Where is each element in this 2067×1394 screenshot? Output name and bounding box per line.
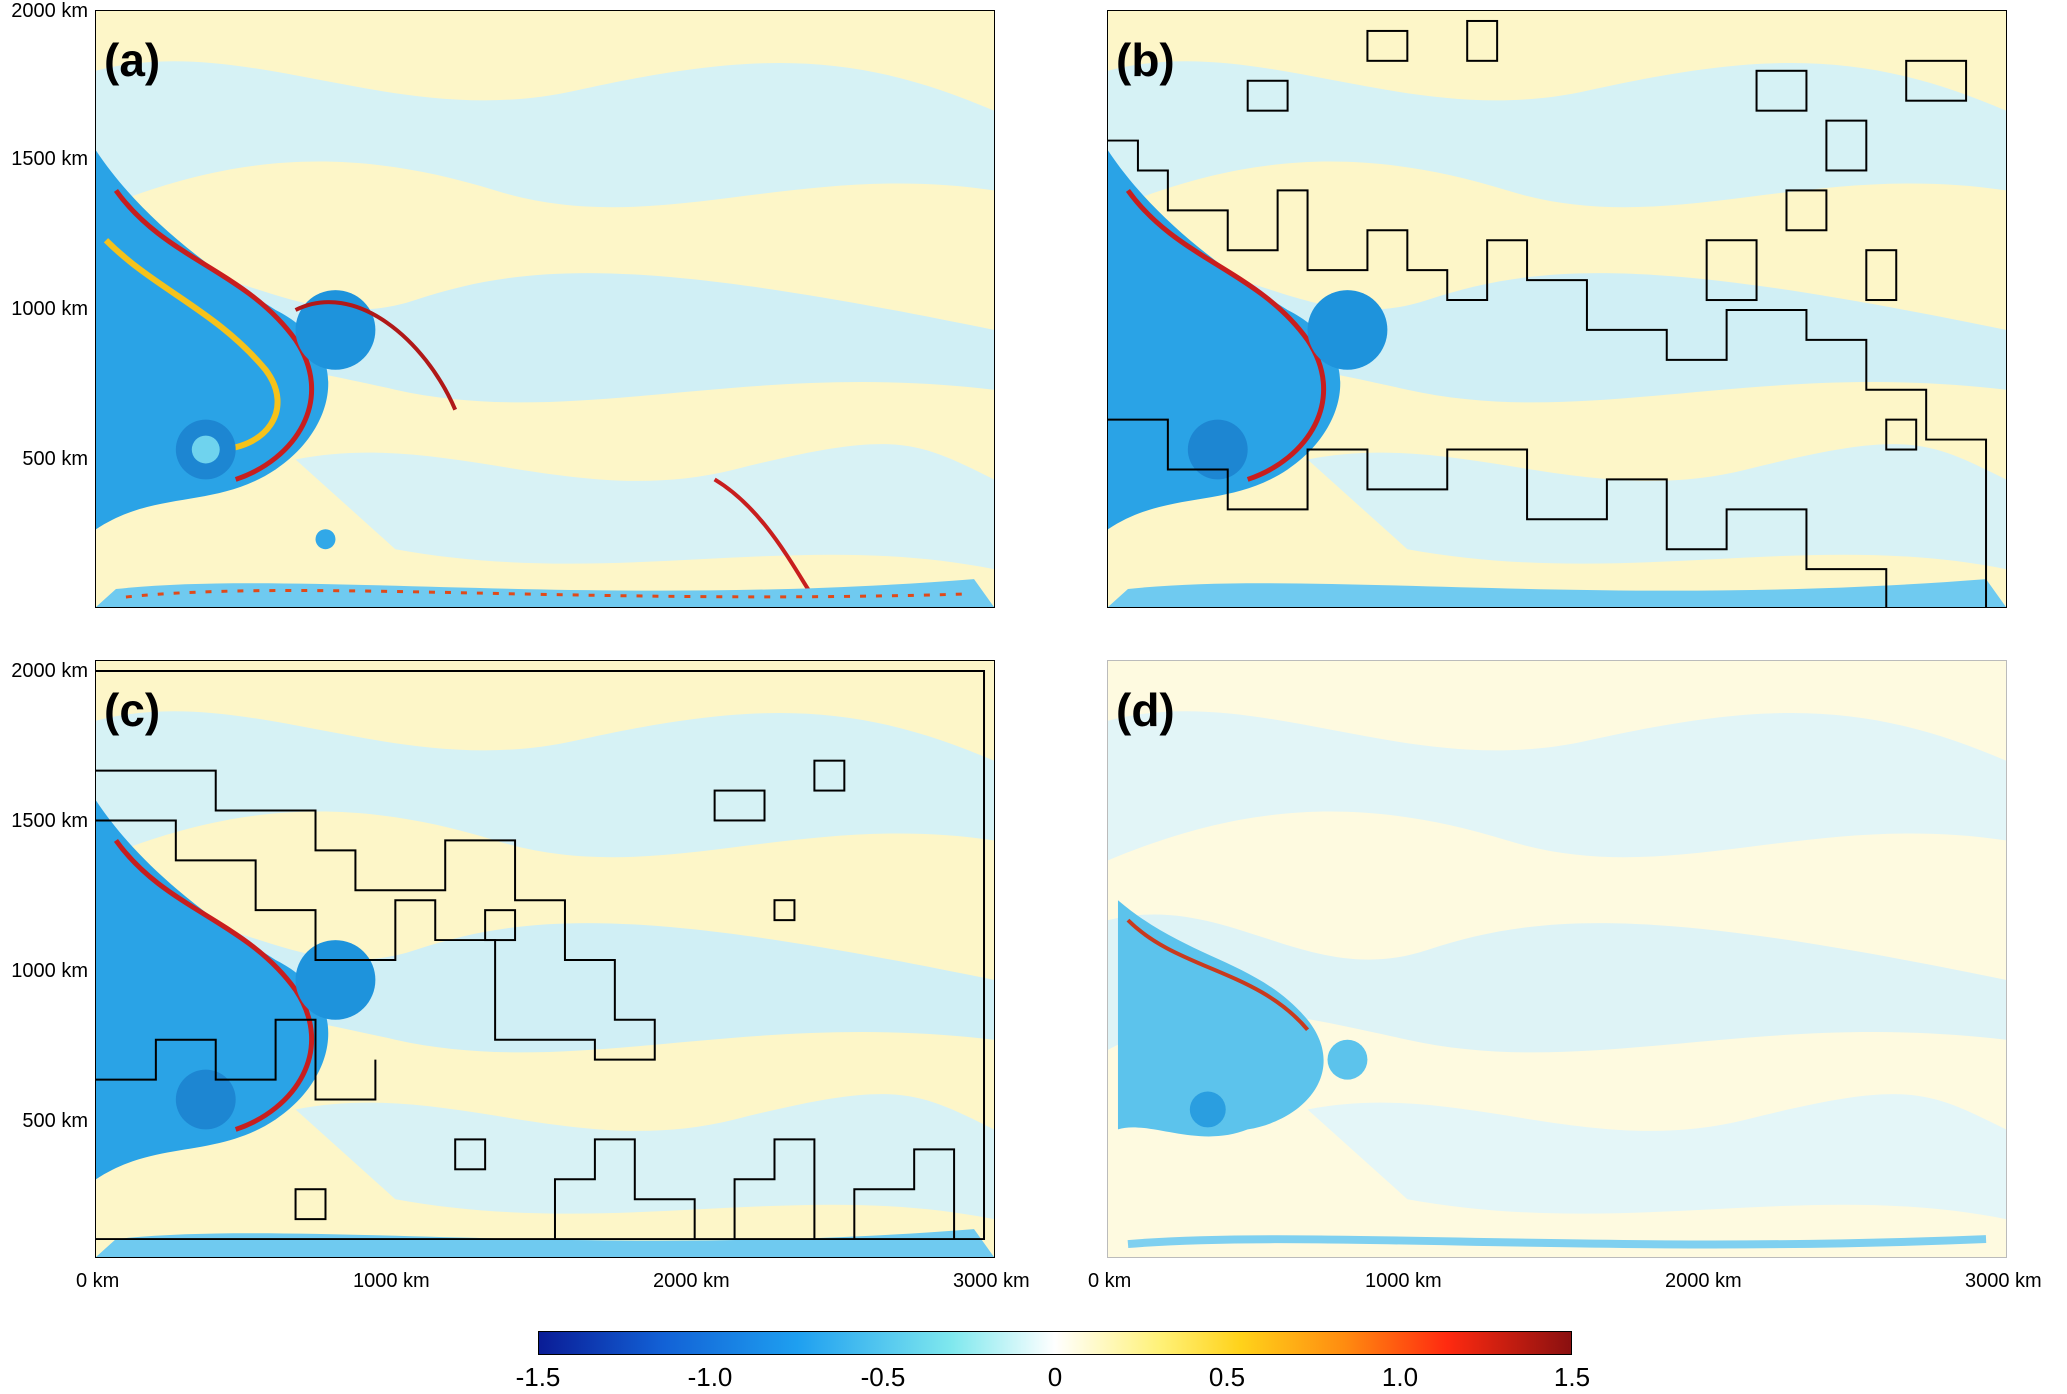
panel-label: (a): [104, 34, 161, 86]
y-tick-label: 1500 km: [11, 148, 88, 170]
x-tick-label: 3000 km: [953, 1270, 1030, 1292]
y-tick-label: 500 km: [22, 1110, 88, 1132]
panel-d: (d): [1107, 660, 2007, 1258]
colorbar-tick: 1.5: [1553, 1362, 1591, 1392]
region-outline: [96, 669, 986, 1241]
colorbar-tick: -1.0: [687, 1362, 733, 1392]
panel-label: (c): [104, 684, 161, 736]
y-tick-label: 2000 km: [11, 0, 88, 22]
y-tick-label: 2000 km: [11, 660, 88, 682]
colorbar-tick: -0.5: [860, 1362, 906, 1392]
x-tick-label: 3000 km: [1965, 1270, 2042, 1292]
x-tick-label: 2000 km: [1665, 1270, 1742, 1292]
field-b: [1108, 11, 2006, 607]
region-outline: [1108, 19, 1988, 607]
panel-b: (b): [1107, 10, 2007, 608]
colorbar: [538, 1331, 1572, 1355]
colorbar-tick: 0: [1047, 1362, 1063, 1392]
field-d: [1108, 661, 2006, 1257]
panel-label: (b): [1116, 34, 1175, 86]
colorbar-tick: -1.5: [515, 1362, 561, 1392]
panel-label: (d): [1116, 684, 1175, 736]
field-c: [96, 661, 994, 1257]
colorbar-tick: 0.5: [1208, 1362, 1246, 1392]
x-tick-label: 0 km: [76, 1270, 120, 1292]
y-tick-label: 1000 km: [11, 960, 88, 982]
x-tick-label: 1000 km: [353, 1270, 430, 1292]
y-tick-label: 1500 km: [11, 810, 88, 832]
colorbar-tick: 1.0: [1381, 1362, 1419, 1392]
y-tick-label: 500 km: [22, 448, 88, 470]
panel-a: (a): [95, 10, 995, 608]
field-a: [96, 11, 994, 607]
y-tick-label: 1000 km: [11, 298, 88, 320]
panel-c: (c): [95, 660, 995, 1258]
x-tick-label: 2000 km: [653, 1270, 730, 1292]
x-tick-label: 1000 km: [1365, 1270, 1442, 1292]
x-tick-label: 0 km: [1088, 1270, 1132, 1292]
